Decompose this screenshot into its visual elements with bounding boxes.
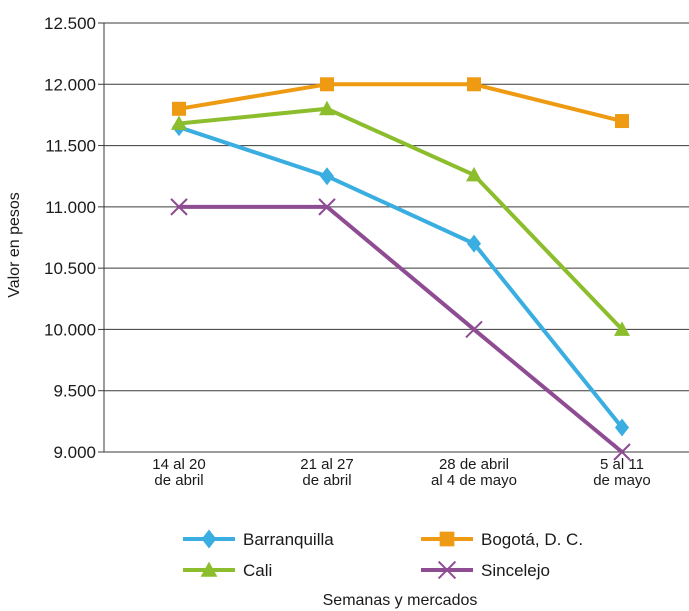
- y-axis-ticks: 9.000 9.500 10.000 10.500 11.000 11.500 12.000…: [44, 14, 104, 462]
- series-line: [178, 82, 623, 123]
- legend-label: Sincelejo: [481, 561, 550, 580]
- data-point: [615, 418, 629, 437]
- data-point: [170, 198, 188, 216]
- data-point: [466, 166, 482, 182]
- x-tick-label: 5 al 11 de mayo: [593, 456, 651, 489]
- data-point: [615, 114, 629, 129]
- gridlines: [103, 22, 689, 453]
- legend-item: Barranquilla: [183, 529, 334, 549]
- data-point: [201, 529, 217, 549]
- legend: Barranquilla Bogotá, D. C. Cali Sincelejo: [183, 529, 583, 580]
- y-axis-title: Valor en pesos: [6, 192, 23, 298]
- y-tick-label: 11.500: [45, 137, 96, 156]
- series-group: [170, 77, 631, 461]
- data-point: [437, 560, 457, 580]
- legend-label: Bogotá, D. C.: [481, 530, 583, 549]
- x-tick-label: 14 al 20 de abril: [152, 456, 205, 489]
- series-sincelejo: [170, 198, 631, 461]
- series-line: [178, 125, 624, 429]
- data-point: [467, 234, 481, 253]
- y-tick-label: 9.500: [53, 382, 96, 401]
- legend-label: Barranquilla: [243, 530, 334, 549]
- data-point: [465, 320, 483, 339]
- x-axis-ticks: 14 al 20 de abril 21 al 27 de abril 28 de ab…: [152, 456, 650, 489]
- x-tick-label: 21 al 27 de abril: [300, 456, 353, 489]
- y-tick-label: 12.000: [44, 75, 96, 94]
- x-tick-label: 28 de abril al 4 de mayo: [431, 456, 517, 489]
- y-tick-label: 11.000: [45, 198, 96, 217]
- data-point: [613, 443, 631, 461]
- series-cali: [171, 100, 630, 336]
- legend-item: Sincelejo: [421, 560, 550, 580]
- legend-label: Cali: [243, 561, 272, 580]
- legend-item: Bogotá, D. C.: [421, 530, 583, 549]
- data-point: [614, 321, 630, 336]
- y-tick-label: 10.500: [44, 259, 96, 278]
- legend-item: Cali: [183, 561, 272, 580]
- data-point: [319, 100, 335, 116]
- y-tick-label: 10.000: [44, 320, 96, 339]
- y-tick-label: 12.500: [44, 14, 96, 33]
- data-point: [172, 101, 186, 116]
- data-point: [467, 77, 481, 92]
- y-tick-label: 9.000: [53, 443, 96, 462]
- series-bogot-d-c: [172, 77, 629, 129]
- x-axis-title: Semanas y mercados: [323, 592, 478, 609]
- series-line: [178, 106, 624, 331]
- series-barranquilla: [172, 118, 629, 437]
- data-point: [318, 198, 336, 216]
- data-point: [200, 561, 218, 577]
- data-point: [320, 77, 334, 92]
- series-line: [179, 204, 624, 454]
- data-point: [171, 115, 187, 130]
- data-point: [320, 167, 334, 186]
- data-point: [439, 531, 455, 547]
